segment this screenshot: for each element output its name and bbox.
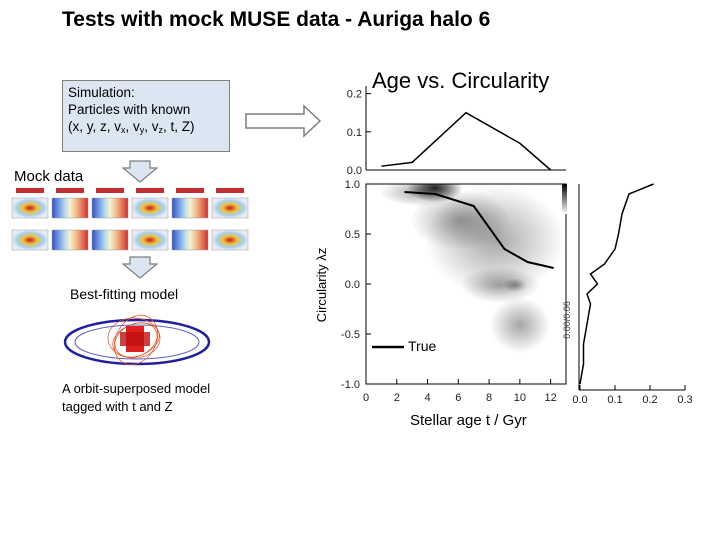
top-y-tick-label: 0.0 (347, 165, 362, 177)
top-panel: 0.2 0.1 0.0 (347, 86, 566, 177)
y-tick-label: -0.5 (341, 329, 360, 341)
x-tick-label: 2 (394, 392, 400, 404)
true-series-line (404, 191, 554, 269)
down-arrow-1 (122, 160, 158, 183)
side-panel: 0.0 0.1 0.2 0.3 0.00/0.06 (562, 183, 693, 406)
x-tick-label: 6 (455, 392, 461, 404)
side-x-tick-label: 0.3 (677, 394, 692, 406)
orbit-model-image (63, 315, 211, 366)
side-x-tick-label: 0.0 (572, 394, 587, 406)
circularity-distribution-line (579, 183, 654, 385)
x-axis-label: Stellar age t / Gyr (410, 412, 527, 429)
age-circularity-chart: 0.2 0.1 0.0 1.0 0.5 0.0 -0.5 -1.0 0 2 4 6 8 10 12 Ci… (314, 86, 693, 406)
side-panel-label: 0.00/0.06 (562, 301, 572, 339)
y-tick-label: -1.0 (341, 379, 360, 391)
density-map (380, 184, 565, 353)
simulation-box-line1: Simulation: (68, 85, 135, 100)
simulation-box: Simulation: Particles with known (x, y, … (62, 80, 230, 152)
best-fit-label: Best-fitting model (70, 286, 179, 302)
side-x-tick-label: 0.2 (642, 394, 657, 406)
side-x-tick-label: 0.1 (607, 394, 622, 406)
age-distribution-line (381, 111, 552, 171)
main-panel: 1.0 0.5 0.0 -0.5 -1.0 0 2 4 6 8 10 12 Circularity … (314, 179, 567, 404)
orbit-caption: A orbit-superposed model tagged with t a… (62, 380, 210, 416)
true-legend-label: True (408, 338, 437, 354)
mock-data-maps (11, 188, 249, 251)
panel-title: Age vs. Circularity (372, 68, 550, 93)
y-axis-label: Circularity λz (314, 248, 329, 322)
mock-data-label: Mock data (14, 168, 84, 185)
x-tick-label: 4 (424, 392, 430, 404)
right-arrow (245, 104, 322, 138)
top-y-tick-label: 0.1 (347, 127, 362, 139)
top-y-tick-label: 0.2 (347, 89, 362, 101)
y-tick-label: 1.0 (345, 179, 360, 191)
x-tick-label: 10 (514, 392, 526, 404)
x-tick-label: 12 (544, 392, 556, 404)
simulation-box-line2: Particles with known (68, 102, 191, 117)
simulation-box-line3: (x, y, z, vx, vy, vz, t, Z) (68, 119, 195, 135)
x-tick-label: 8 (486, 392, 492, 404)
down-arrow-2 (122, 256, 158, 279)
orbit-caption-line1: A orbit-superposed model (62, 381, 211, 396)
orbit-caption-line2: tagged with t and Z (62, 399, 173, 414)
y-tick-label: 0.5 (345, 229, 360, 241)
y-tick-label: 0.0 (345, 279, 360, 291)
x-tick-label: 0 (363, 392, 369, 404)
slide-title: Tests with mock MUSE data - Auriga halo … (62, 8, 491, 31)
